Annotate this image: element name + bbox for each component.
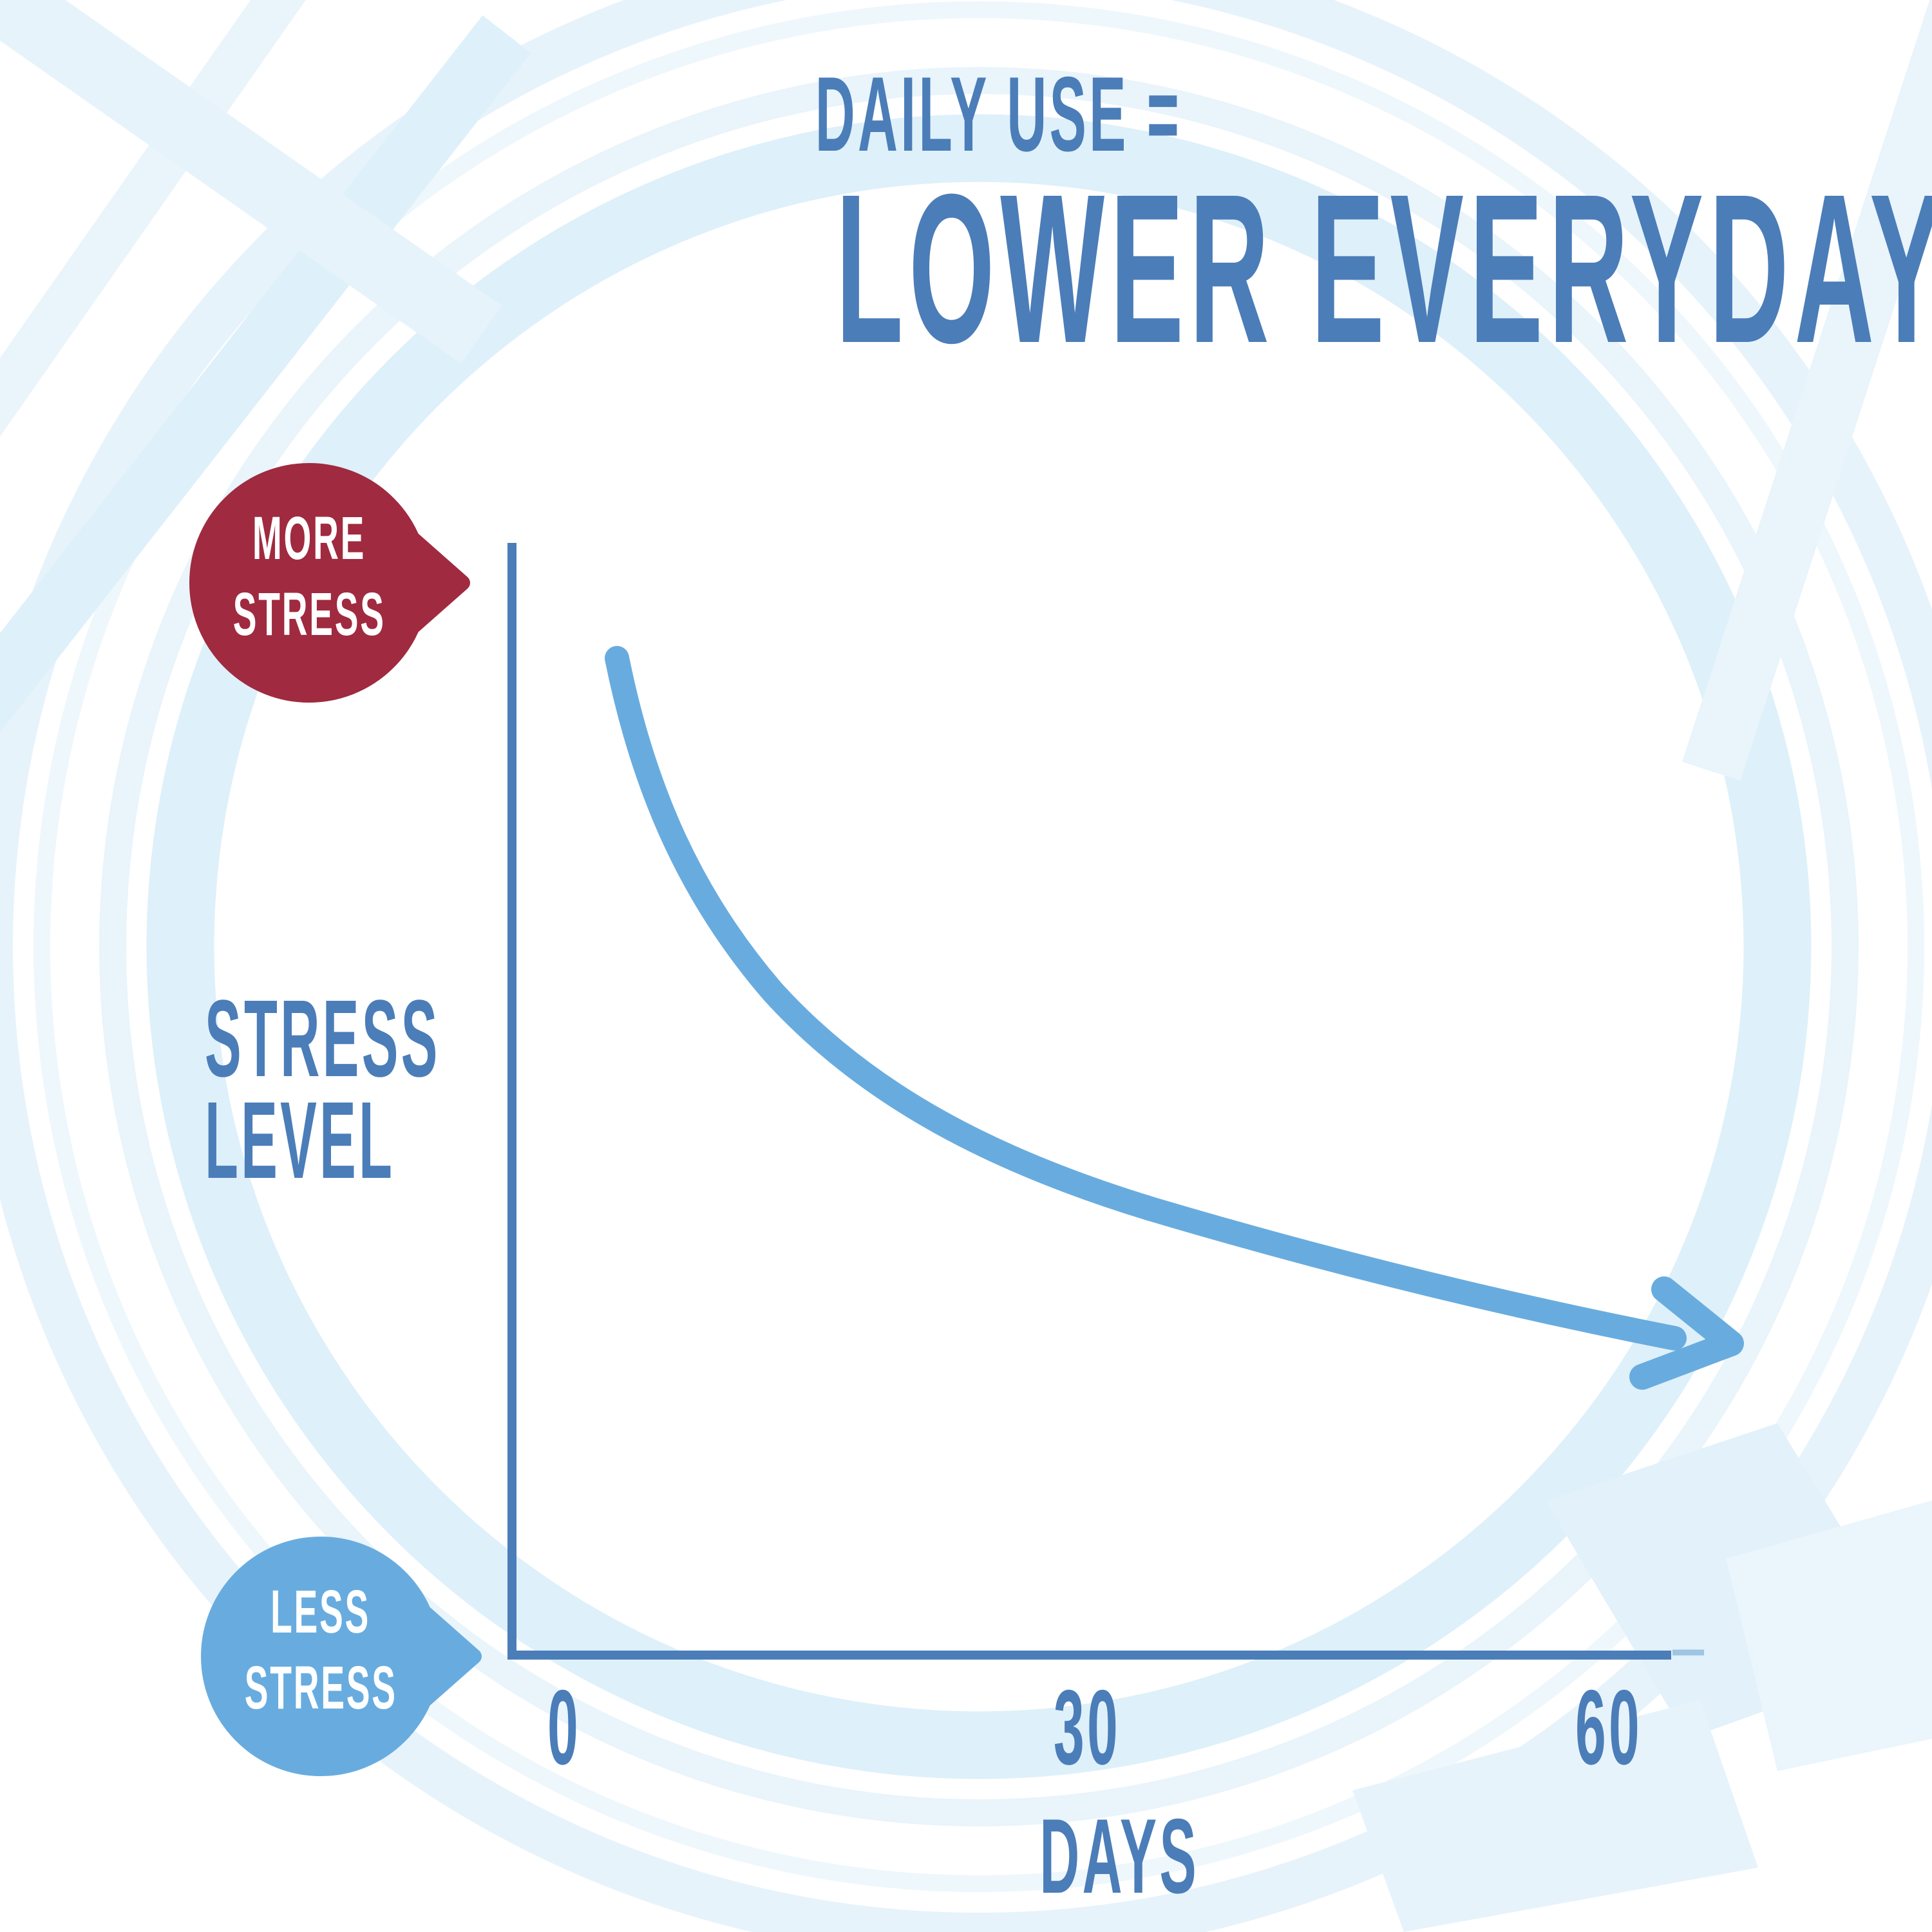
- x-tick-0: 0: [493, 1674, 635, 1781]
- y-axis-label-line1: STRESS: [205, 978, 440, 1100]
- title-eyebrow: DAILY USE =: [64, 61, 1932, 167]
- axes-line: [507, 543, 1671, 1660]
- less-stress-badge: LESS STRESS: [201, 1530, 440, 1770]
- x-axis-label: DAYS: [966, 1803, 1224, 1909]
- x-tick-60: 60: [1538, 1674, 1680, 1781]
- y-axis-label: STRESS LEVEL: [205, 978, 676, 1202]
- y-axis-label-line2: LEVEL: [205, 1079, 395, 1202]
- more-stress-teardrop-icon: [189, 463, 470, 703]
- more-stress-line2: STRESS: [232, 580, 386, 649]
- x-tick-0-text: 0: [547, 1668, 581, 1786]
- more-stress-badge: MORE STRESS: [189, 457, 429, 696]
- trend-arrow-icon: [1629, 1276, 1744, 1390]
- page-title-text: LOWER EVERYDAY STRESS*: [835, 149, 1932, 387]
- title-eyebrow-text: DAILY USE =: [815, 55, 1182, 173]
- less-stress-line2: STRESS: [244, 1654, 397, 1722]
- stress-curve: [605, 646, 1687, 1350]
- x-axis-label-text: DAYS: [1039, 1797, 1199, 1915]
- less-stress-line1: LESS: [270, 1578, 371, 1646]
- less-stress-teardrop-icon: [201, 1537, 482, 1776]
- page-title: LOWER EVERYDAY STRESS*: [64, 162, 1932, 375]
- more-stress-line1: MORE: [252, 504, 366, 573]
- x-tick-30: 30: [1016, 1674, 1158, 1781]
- x-tick-60-text: 60: [1575, 1668, 1643, 1786]
- x-tick-30-text: 30: [1053, 1668, 1121, 1786]
